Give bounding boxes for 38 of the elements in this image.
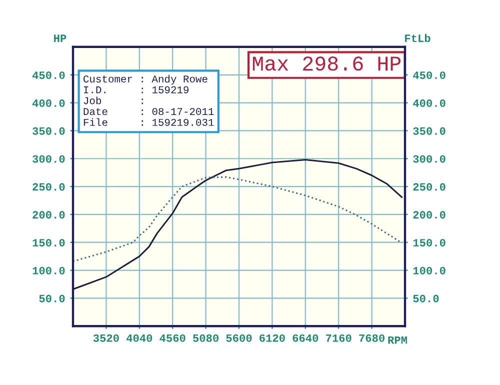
x-tick-label: 4040: [126, 334, 152, 342]
y-tick-label: 400.0: [32, 99, 65, 107]
annotation: Date : 08-17-2011: [84, 108, 214, 116]
y2-tick-label: 150.0: [413, 238, 446, 246]
line-series: [73, 176, 403, 262]
x-tick-label: 5600: [226, 334, 252, 342]
annotation: I.D. : 159219: [84, 86, 189, 94]
annotation: Max 298.6 HP: [252, 56, 401, 71]
x-axis-title: RPM: [388, 336, 407, 344]
y2-axis-title: FtLb: [405, 34, 430, 42]
y2-tick-label: 100.0: [413, 266, 446, 274]
y2-tick-label: 250.0: [413, 183, 446, 191]
x-tick-label: 7680: [359, 334, 384, 342]
y-tick-label: 250.0: [32, 183, 65, 191]
annotation: Job :: [84, 96, 143, 104]
y2-tick-label: 400.0: [413, 99, 446, 107]
y-tick-label: 300.0: [32, 155, 65, 163]
y2-tick-label: 350.0: [413, 127, 446, 135]
y-tick-label: 350.0: [32, 127, 65, 135]
y2-tick-label: 450.0: [413, 71, 446, 80]
y2-tick-label: 50.0: [413, 294, 439, 302]
annotation: File : 159219.031: [84, 118, 214, 126]
y-tick-label: 200.0: [32, 211, 65, 219]
x-tick-label: 6640: [292, 334, 318, 342]
y-tick-label: 50.0: [39, 294, 65, 302]
x-tick-label: 6120: [260, 334, 285, 342]
x-tick-label: 4560: [160, 334, 186, 342]
y-tick-label: 150.0: [32, 238, 65, 246]
y-tick-label: 100.0: [32, 266, 65, 274]
y-axis-title: HP: [54, 34, 66, 42]
y2-tick-label: 300.0: [413, 155, 446, 163]
y2-tick-label: 200.0: [413, 211, 446, 219]
y-tick-label: 450.0: [32, 71, 65, 80]
x-tick-label: 3520: [93, 334, 119, 342]
x-tick-label: 5080: [193, 334, 218, 342]
line-series: [73, 158, 403, 290]
annotation: Customer : Andy Rowe: [84, 74, 208, 85]
x-tick-label: 7160: [326, 334, 352, 342]
